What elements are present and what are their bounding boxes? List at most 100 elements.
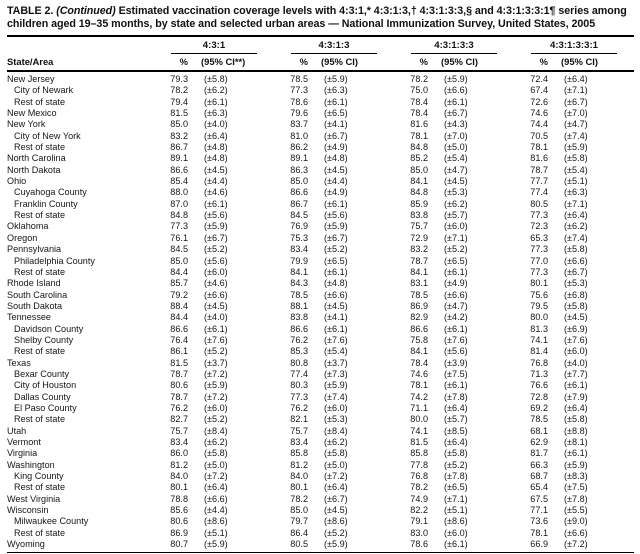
confidence-interval-cell: (±6.6) <box>444 289 468 300</box>
coverage-pct-cell: 84.1 <box>410 266 428 277</box>
table-row: Franklin County 87.0 (±6.1) 86.7 (±6.1) 85.9 (… <box>7 199 634 210</box>
state-area-cell: City of Newark <box>14 85 74 96</box>
confidence-interval-cell: (±7.2) <box>324 471 348 482</box>
table-row: City of Houston 80.6 (±5.9) 80.3 (±5.9) 78.1 (… <box>7 380 634 391</box>
coverage-pct-cell: 72.9 <box>410 232 428 243</box>
coverage-pct-cell: 77.4 <box>290 368 308 379</box>
coverage-pct-cell: 78.4 <box>410 96 428 107</box>
confidence-interval-cell: (±7.2) <box>204 368 228 379</box>
coverage-pct-cell: 80.1 <box>290 482 308 493</box>
coverage-pct-cell: 84.1 <box>410 176 428 187</box>
confidence-interval-cell: (±5.4) <box>564 164 588 175</box>
coverage-pct-cell: 78.2 <box>290 493 308 504</box>
confidence-interval-cell: (±5.9) <box>194 539 274 554</box>
state-area-cell: North Carolina <box>7 153 66 164</box>
confidence-interval-cell: (±5.1) <box>444 505 468 516</box>
coverage-pct-cell: 76.2 <box>290 334 308 345</box>
confidence-interval-cell: (±5.9) <box>324 221 348 232</box>
confidence-interval-cell: (±7.5) <box>564 482 588 493</box>
coverage-pct-cell: 66.9 <box>514 539 554 554</box>
confidence-interval-cell: (±7.8) <box>444 391 468 402</box>
table-row: Shelby County 76.4 (±7.6) 76.2 (±7.6) 75.8 (±7… <box>7 335 634 346</box>
confidence-interval-cell: (±5.9) <box>564 142 588 153</box>
confidence-interval-cell: (±4.5) <box>204 300 228 311</box>
confidence-interval-cell: (±6.1) <box>204 323 228 334</box>
coverage-pct-cell: 80.1 <box>530 278 548 289</box>
table-title-text: Estimated vaccination coverage levels wi… <box>7 5 627 30</box>
table-row: Cuyahoga County 88.0 (±4.6) 86.6 (±4.9) 84.8 (… <box>7 187 634 198</box>
coverage-pct-cell: 89.1 <box>170 153 188 164</box>
coverage-pct-cell: 72.3 <box>530 221 548 232</box>
table-row: Milwaukee County 80.6 (±8.6) 79.7 (±8.6) 79.1… <box>7 516 634 527</box>
coverage-pct-cell: 81.5 <box>170 108 188 119</box>
table-row: Virginia 86.0 (±5.8) 85.8 (±5.8) 85.8 (±5.8) 81… <box>7 448 634 459</box>
pct-header-1: % <box>154 54 194 72</box>
coverage-pct-cell: 79.3 <box>170 74 188 84</box>
confidence-interval-cell: (±7.0) <box>444 130 468 141</box>
column-group-4-3-1-3-3: 4:3:1:3:3 <box>394 37 514 54</box>
table-header: 4:3:1 4:3:1:3 4:3:1:3:3 4:3:1:3:3:1 Stat… <box>7 37 634 72</box>
coverage-pct-cell: 84.5 <box>290 210 308 221</box>
ci-header-2: (95% CI) <box>314 54 394 72</box>
table-row: Philadelphia County 85.0 (±5.6) 79.9 (±6.5) 7… <box>7 256 634 267</box>
coverage-pct-cell: 82.1 <box>290 414 308 425</box>
coverage-pct-cell: 78.4 <box>410 357 428 368</box>
confidence-interval-cell: (±6.1) <box>564 448 588 459</box>
table-body: New Jersey 79.3 (±5.8) 78.5 (±5.9) 78.2 (±5.9)… <box>7 71 634 554</box>
confidence-interval-cell: (±5.8) <box>204 448 228 459</box>
coverage-pct-cell: 85.8 <box>290 448 308 459</box>
pct-header-3: % <box>394 54 434 72</box>
coverage-pct-cell: 72.4 <box>530 74 548 84</box>
table-row: Wyoming 80.7 (±5.9) 80.5 (±5.9) 78.6 (±6.1) 66.… <box>7 539 634 554</box>
coverage-pct-cell: 75.7 <box>170 425 188 436</box>
coverage-pct-cell: 74.1 <box>410 425 428 436</box>
table-row: North Dakota 86.6 (±4.5) 86.3 (±4.5) 85.0 (±4.… <box>7 165 634 176</box>
coverage-pct-cell: 76.8 <box>410 471 428 482</box>
coverage-pct-cell: 77.1 <box>530 505 548 516</box>
coverage-pct-cell: 89.1 <box>290 153 308 164</box>
confidence-interval-cell: (±7.8) <box>444 471 468 482</box>
coverage-pct-cell: 78.6 <box>290 96 308 107</box>
coverage-pct-cell: 68.7 <box>530 471 548 482</box>
table-row: Rest of state 86.9 (±5.1) 86.4 (±5.2) 83.0 (±6… <box>7 528 634 539</box>
table-number: TABLE 2. <box>7 5 54 17</box>
coverage-pct-cell: 85.2 <box>410 153 428 164</box>
confidence-interval-cell: (±7.6) <box>444 334 468 345</box>
coverage-pct-cell: 77.3 <box>530 244 548 255</box>
confidence-interval-cell: (±6.5) <box>444 255 468 266</box>
coverage-pct-cell: 85.8 <box>410 448 428 459</box>
coverage-pct-cell: 81.2 <box>170 459 188 470</box>
state-area-cell: City of New York <box>14 130 81 141</box>
state-area-cell: North Dakota <box>7 164 61 175</box>
confidence-interval-cell: (±5.0) <box>204 459 228 470</box>
confidence-interval-cell: (±6.0) <box>564 346 588 357</box>
state-area-cell: Virginia <box>7 448 38 459</box>
confidence-interval-cell: (±5.1) <box>564 176 588 187</box>
confidence-interval-cell: (±6.0) <box>444 221 468 232</box>
confidence-interval-cell: (±6.4) <box>204 482 228 493</box>
confidence-interval-cell: (±5.8) <box>564 414 588 425</box>
coverage-pct-cell: 69.2 <box>530 402 548 413</box>
coverage-pct-cell: 88.1 <box>290 300 308 311</box>
confidence-interval-cell: (±6.1) <box>564 380 588 391</box>
ci-header-4: (95% CI) <box>554 54 634 72</box>
confidence-interval-cell: (±4.8) <box>324 153 348 164</box>
confidence-interval-cell: (±7.1) <box>564 198 588 209</box>
table-row: Vermont 83.4 (±6.2) 83.4 (±6.2) 81.5 (±6.4) 62.… <box>7 437 634 448</box>
state-area-cell: New Mexico <box>7 108 57 119</box>
confidence-interval-cell: (±5.7) <box>444 210 468 221</box>
confidence-interval-cell: (±5.2) <box>324 527 348 538</box>
confidence-interval-cell: (±5.3) <box>324 414 348 425</box>
confidence-interval-cell: (±6.0) <box>204 402 228 413</box>
confidence-interval-cell: (±3.7) <box>324 357 348 368</box>
coverage-pct-cell: 70.5 <box>530 130 548 141</box>
confidence-interval-cell: (±7.1) <box>564 85 588 96</box>
confidence-interval-cell: (±6.4) <box>564 210 588 221</box>
column-group-4-3-1-3-3-1: 4:3:1:3:3:1 <box>514 37 634 54</box>
state-area-cell: Oklahoma <box>7 221 49 232</box>
coverage-pct-cell: 79.5 <box>530 300 548 311</box>
coverage-pct-cell: 80.0 <box>410 414 428 425</box>
confidence-interval-cell: (±6.5) <box>324 108 348 119</box>
confidence-interval-cell: (±6.1) <box>444 323 468 334</box>
coverage-pct-cell: 80.6 <box>170 380 188 391</box>
